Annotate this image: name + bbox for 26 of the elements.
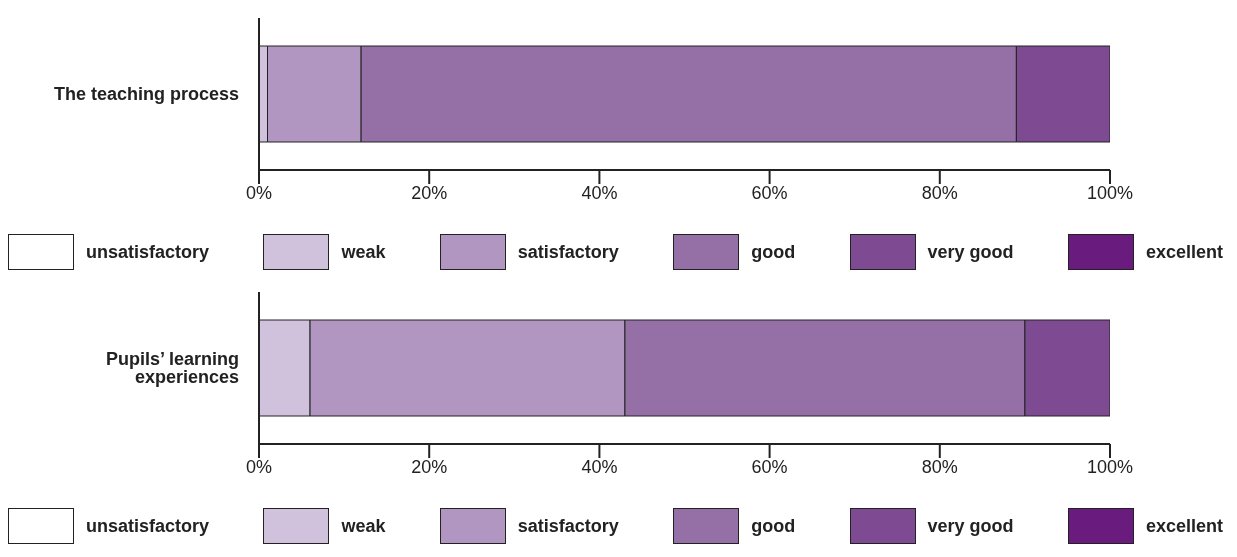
x-tick-label: 60% [751,182,788,203]
legend-label: good [751,515,796,537]
legend-label: weak [341,241,386,263]
x-tick-label: 0% [245,456,273,477]
legend-label: very good [927,241,1014,263]
x-tick-label: 20% [411,456,448,477]
legend-label: unsatisfactory [86,515,210,537]
legend-label: good [751,241,796,263]
x-tick-label: 0% [245,182,273,203]
x-tick-label: 20% [411,182,448,203]
legend-label: unsatisfactory [86,241,210,263]
x-tick-label: 80% [921,456,958,477]
legend-label: satisfactory [517,515,619,537]
x-tick-label: 40% [581,182,618,203]
legend-label: excellent [1145,241,1223,263]
legend-label: weak [341,515,386,537]
y-tick-label: Pupils’ learning experiences [105,349,239,388]
x-tick-label: 40% [581,456,618,477]
legend-label: excellent [1145,515,1223,537]
y-tick-label: The teaching process [53,84,239,105]
x-tick-label: 100% [1086,182,1134,203]
x-tick-label: 80% [921,182,958,203]
x-tick-label: 60% [751,456,788,477]
x-tick-label: 100% [1086,456,1134,477]
legend-label: satisfactory [517,241,619,263]
legend-label: very good [927,515,1014,537]
